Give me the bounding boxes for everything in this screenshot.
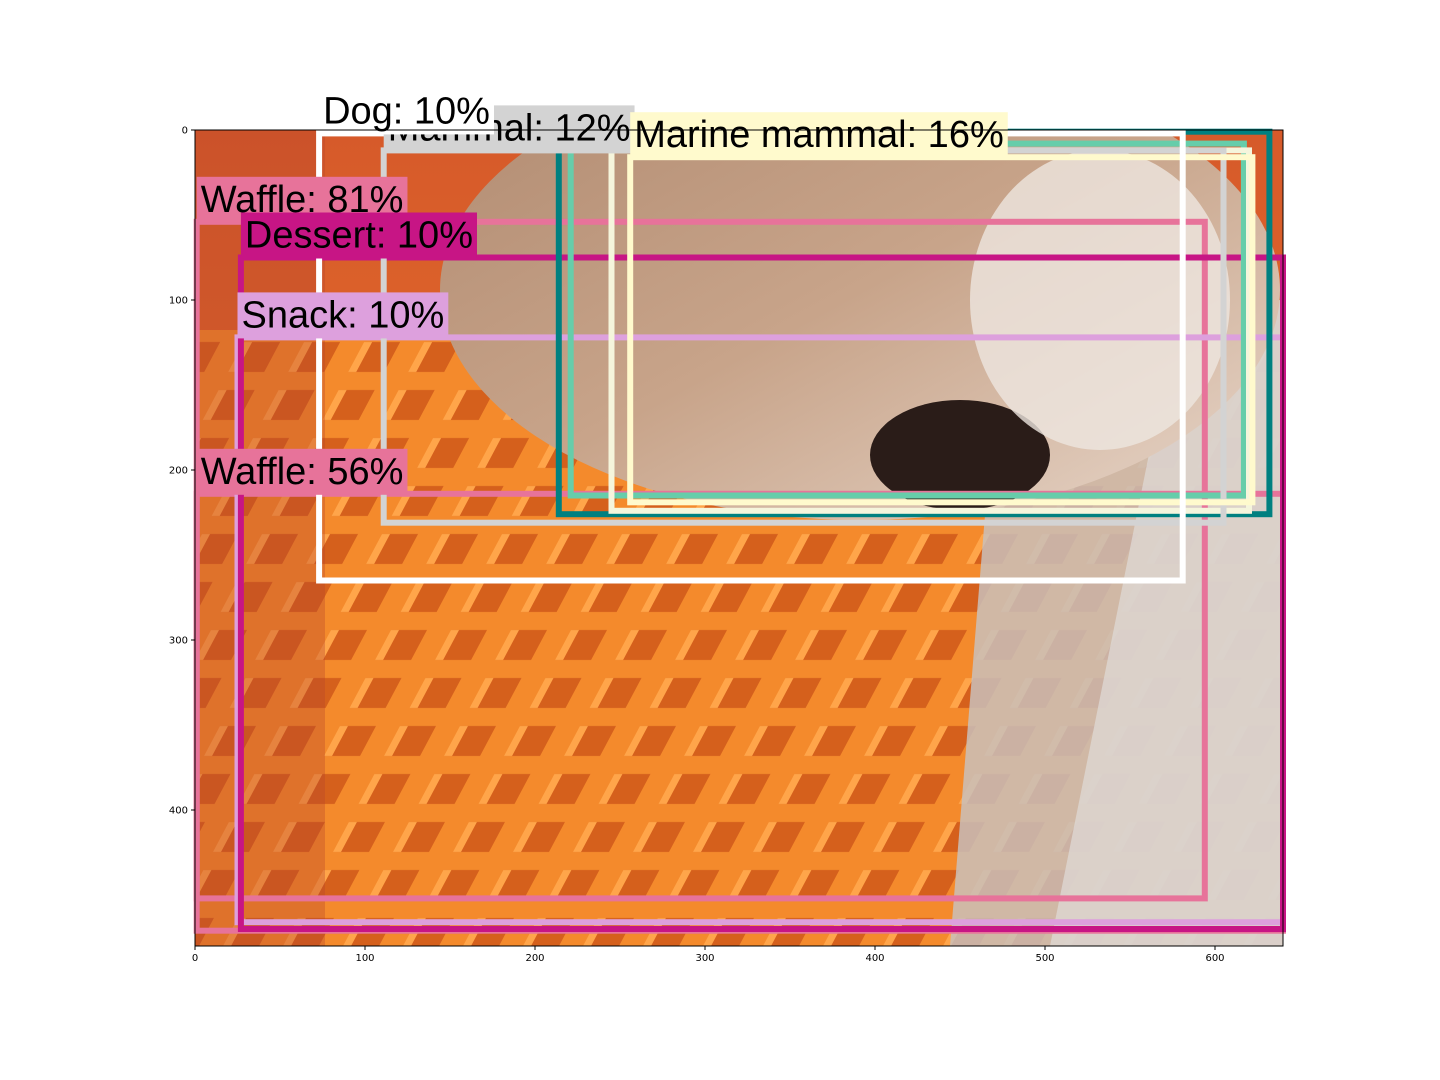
x-tick-label: 600	[1205, 953, 1224, 964]
x-tick-label: 500	[1035, 953, 1054, 964]
x-axis: 0 100 200 300 400 500 600	[192, 946, 1225, 964]
x-tick-label: 200	[525, 953, 544, 964]
detection-label-background	[630, 112, 1008, 159]
detection-label-background	[319, 88, 494, 135]
y-tick-label: 0	[182, 126, 188, 137]
x-tick-label: 300	[695, 953, 714, 964]
dog-nose	[870, 400, 1050, 510]
detection-label: Waffle: 56%	[201, 451, 404, 493]
x-tick-label: 400	[865, 953, 884, 964]
x-tick-label: 0	[192, 953, 198, 964]
x-tick-label: 100	[355, 953, 374, 964]
y-tick-label: 400	[169, 806, 188, 817]
detection-label-background	[240, 212, 477, 259]
detection-label: Dessert: 10%	[245, 215, 473, 257]
photo	[195, 130, 1283, 946]
detection-label: Marine mammal: 16%	[634, 114, 1004, 156]
axes-frame	[194, 129, 1284, 947]
detection-label: Dog: 10%	[323, 90, 490, 132]
y-axis: 0 100 200 300 400	[169, 126, 195, 817]
detection-label-background	[237, 292, 449, 339]
y-tick-label: 300	[169, 636, 188, 647]
y-tick-label: 100	[169, 296, 188, 307]
detection-labels: Waffle: 56%Waffle: 81%Snack: 10%Dessert:…	[196, 88, 1008, 495]
detection-label-background	[196, 448, 408, 495]
detection-label: Snack: 10%	[242, 294, 445, 336]
y-tick-label: 200	[169, 466, 188, 477]
detection-box	[193, 218, 1208, 902]
